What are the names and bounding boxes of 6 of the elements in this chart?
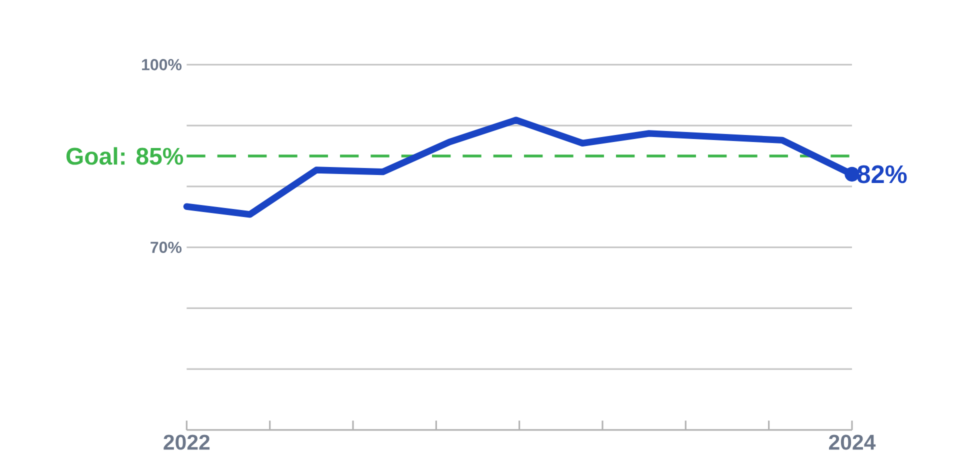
y-tick-label: 100% — [142, 59, 182, 70]
y-tick-label: 70% — [150, 242, 182, 253]
x-tick-label: 2024 — [828, 434, 876, 450]
x-tick-label: 2022 — [164, 434, 210, 450]
ref-line-label: Goal: 85% — [66, 147, 184, 165]
annotation: 82% — [857, 165, 907, 184]
